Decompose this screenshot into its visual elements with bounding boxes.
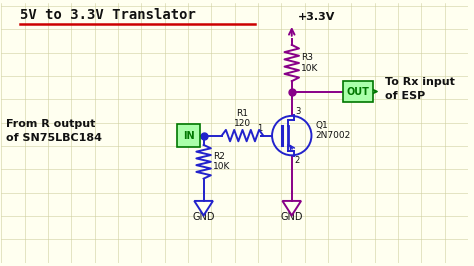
Text: +3.3V: +3.3V	[298, 11, 335, 22]
Text: To Rx input
of ESP: To Rx input of ESP	[385, 77, 455, 101]
Text: IN: IN	[183, 131, 194, 141]
Text: R1
120: R1 120	[234, 109, 251, 128]
Text: Q1
2N7002: Q1 2N7002	[316, 121, 351, 140]
Text: From R output
of SN75LBC184: From R output of SN75LBC184	[6, 119, 101, 143]
Text: GND: GND	[281, 211, 303, 222]
FancyBboxPatch shape	[177, 124, 201, 147]
Text: 1: 1	[257, 124, 263, 134]
Text: 3: 3	[295, 107, 300, 116]
FancyBboxPatch shape	[343, 81, 373, 102]
Text: R2
10K: R2 10K	[213, 152, 230, 172]
Text: 2: 2	[295, 156, 300, 165]
Text: 5V to 3.3V Translator: 5V to 3.3V Translator	[19, 7, 195, 22]
Text: R3
10K: R3 10K	[301, 53, 319, 73]
Text: OUT: OUT	[346, 86, 369, 97]
Text: GND: GND	[192, 211, 215, 222]
